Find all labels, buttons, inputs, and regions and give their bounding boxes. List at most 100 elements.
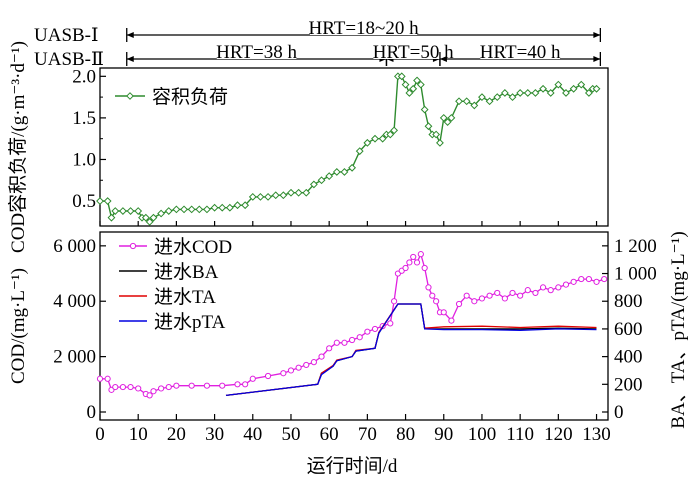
data-point-volumetric-load — [134, 207, 143, 215]
data-point-volumetric-load — [348, 163, 356, 172]
data-point-influent-cod — [425, 284, 432, 291]
data-point-volumetric-load — [562, 89, 570, 97]
data-point-influent-cod — [421, 264, 428, 272]
series-line-influent-pta — [225, 303, 597, 397]
data-point-influent-cod — [391, 298, 398, 305]
x-tick-label: 0 — [95, 424, 105, 445]
data-point-volumetric-load — [111, 207, 120, 215]
data-point-influent-cod — [433, 298, 440, 305]
data-point-influent-cod — [455, 300, 463, 308]
data-point-influent-cod — [287, 367, 295, 374]
data-point-volumetric-load — [256, 192, 265, 201]
x-tick-label: 20 — [167, 424, 186, 445]
data-point-influent-cod — [539, 284, 547, 291]
x-tick-label: 30 — [205, 424, 224, 445]
data-point-influent-cod — [104, 375, 111, 382]
bottom-y-tick-label: 0 — [87, 402, 97, 423]
data-point-volumetric-load — [233, 201, 242, 210]
data-point-influent-cod — [356, 334, 363, 341]
top-y-tick-label: 0.5 — [72, 191, 96, 212]
data-point-influent-cod — [406, 259, 413, 266]
data-point-volumetric-load — [413, 76, 421, 85]
bottom-right-y-axis: 0 200 400 600 800 1 000 1 200 — [602, 236, 657, 423]
hrt-annotations: UASB-Ⅰ HRT=18~20 h UASB-Ⅱ HRT=38 h HRT=50 h H… — [34, 18, 602, 70]
data-point-influent-cod — [429, 292, 436, 299]
data-point-influent-cod — [601, 275, 608, 283]
data-point-influent-cod — [249, 375, 256, 382]
data-point-influent-cod — [570, 278, 577, 285]
data-point-influent-cod — [127, 383, 134, 391]
data-point-volumetric-load — [363, 138, 372, 147]
data-point-influent-cod — [119, 383, 127, 391]
x-tick-label: 80 — [396, 424, 415, 445]
data-point-volumetric-load — [309, 180, 318, 189]
data-point-volumetric-load — [145, 217, 154, 226]
data-point-volumetric-load — [302, 188, 311, 197]
data-point-volumetric-load — [432, 130, 441, 139]
data-point-volumetric-load — [500, 89, 509, 97]
data-point-volumetric-load — [443, 118, 452, 126]
hrt-label-bg — [216, 45, 297, 59]
data-point-volumetric-load — [218, 203, 227, 212]
data-point-volumetric-load — [592, 84, 601, 93]
bottom-y2-tick-label: 1 000 — [614, 264, 657, 285]
top-panel: 0.5 1.0 1.5 2.0 容积负荷 COD容积负荷/(g·m⁻³·d⁻¹) — [7, 41, 609, 253]
data-point-influent-cod — [173, 382, 180, 389]
x-tick-label: 60 — [320, 424, 339, 445]
data-point-influent-cod — [387, 320, 394, 327]
data-point-influent-cod — [219, 382, 226, 389]
data-point-influent-cod — [471, 298, 478, 305]
data-point-volumetric-load — [225, 203, 234, 212]
data-point-influent-cod — [112, 383, 119, 391]
bottom-y-tick-label: 6 000 — [53, 236, 96, 257]
data-point-volumetric-load — [493, 93, 502, 102]
top-y-axis-label: COD容积负荷/(g·m⁻³·d⁻¹) — [7, 41, 29, 253]
data-point-volumetric-load — [390, 126, 399, 135]
data-point-volumetric-load — [157, 209, 166, 218]
hrt-label-bg — [373, 45, 454, 59]
legend-label-influent-ba: 进水BA — [154, 261, 219, 283]
data-point-influent-cod — [165, 383, 172, 391]
bottom-y2-tick-label: 400 — [614, 347, 643, 368]
top-y-tick-label: 2.0 — [72, 66, 96, 87]
data-point-influent-cod — [318, 353, 325, 360]
data-point-influent-cod — [371, 325, 379, 333]
data-point-volumetric-load — [149, 213, 158, 222]
data-point-volumetric-load — [401, 80, 410, 89]
series-line-influent-ta — [225, 303, 597, 397]
data-point-volumetric-load — [447, 113, 456, 122]
bottom-legend: 进水COD 进水BA 进水TA 进水pTA — [119, 236, 232, 333]
data-point-influent-cod — [547, 287, 554, 294]
data-point-volumetric-load — [409, 84, 418, 93]
data-point-influent-cod — [203, 382, 211, 389]
bottom-y2-tick-label: 200 — [614, 374, 643, 395]
data-point-volumetric-load — [325, 172, 334, 181]
x-axis: 0 10 20 30 40 50 60 70 80 90 100 110 120 130 — [95, 221, 611, 445]
x-tick-label: 130 — [582, 424, 611, 445]
data-point-volumetric-load — [569, 84, 578, 93]
data-point-influent-cod — [555, 284, 562, 291]
x-tick-label: 40 — [243, 424, 262, 445]
data-point-influent-cod — [188, 382, 195, 389]
legend-marker-influent-cod — [129, 242, 137, 250]
data-point-influent-cod — [585, 275, 593, 283]
data-point-influent-cod — [146, 392, 153, 399]
data-point-influent-cod — [440, 309, 447, 316]
data-point-influent-cod — [310, 359, 317, 366]
hrt-label-bg — [309, 21, 418, 35]
data-point-volumetric-load — [187, 205, 196, 214]
data-point-volumetric-load — [424, 122, 433, 131]
bottom-y2-tick-label: 0 — [614, 402, 624, 423]
top-y-axis: 0.5 1.0 1.5 2.0 — [72, 66, 106, 212]
top-legend: 容积负荷 — [115, 86, 228, 108]
data-point-volumetric-load — [203, 205, 211, 214]
legend-label-influent-ta: 进水TA — [154, 286, 216, 308]
data-point-volumetric-load — [405, 89, 414, 97]
data-point-volumetric-load — [248, 192, 257, 201]
data-point-volumetric-load — [340, 168, 349, 176]
data-point-influent-cod — [448, 317, 455, 324]
x-tick-label: 50 — [281, 424, 300, 445]
bottom-y2-tick-label: 600 — [614, 319, 643, 340]
data-point-volumetric-load — [271, 191, 280, 200]
